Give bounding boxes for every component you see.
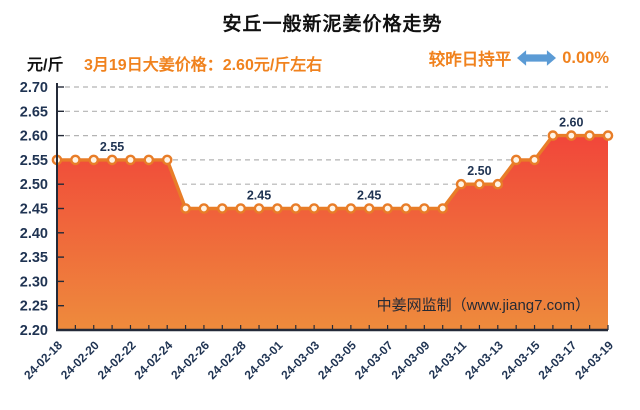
x-axis-label: 24-03-01	[242, 338, 286, 382]
data-point-marker	[474, 178, 485, 190]
data-point-marker	[235, 203, 246, 214]
x-axis-label: 24-03-13	[462, 338, 506, 382]
data-point-marker	[272, 203, 283, 214]
data-point-marker	[290, 203, 302, 214]
data-point-marker	[180, 203, 191, 214]
x-axis-label: 24-03-03	[278, 338, 322, 382]
unit-label: 元/斤	[27, 57, 64, 74]
data-point-marker	[363, 203, 375, 214]
data-point-marker	[602, 130, 614, 141]
data-point-marker	[253, 203, 265, 214]
x-axis-label: 24-02-20	[58, 338, 102, 382]
data-point-marker	[547, 130, 559, 141]
point-value-label: 2.55	[100, 140, 124, 154]
x-axis-label: 24-02-28	[205, 338, 249, 382]
x-axis-label: 24-02-26	[168, 338, 212, 382]
y-axis-label: 2.55	[20, 153, 48, 169]
x-axis-label: 24-02-24	[131, 338, 175, 382]
data-point-marker	[125, 154, 136, 166]
y-axis-label: 2.35	[20, 250, 48, 266]
data-point-marker	[566, 130, 577, 141]
flat-arrow-icon	[517, 47, 557, 69]
data-point-marker	[455, 178, 467, 190]
point-value-label: 2.45	[247, 189, 271, 203]
data-point-marker	[143, 154, 155, 166]
x-axis-label: 24-03-11	[426, 338, 470, 382]
y-axis-label: 2.45	[20, 202, 48, 218]
flat-arrow-shape	[517, 50, 557, 66]
y-axis-label: 2.25	[20, 299, 48, 315]
data-point-marker	[529, 154, 540, 166]
y-axis-label: 2.40	[20, 226, 48, 242]
data-point-marker	[161, 154, 173, 166]
plot-area: 2.55 2.45 2.45 2.50 2.60 中姜网监制（www.jiang7.com…	[20, 80, 617, 382]
price-note: 3月19日大姜价格：2.60元/斤左右	[84, 57, 323, 74]
data-point-marker	[437, 203, 449, 214]
y-axis-label: 2.65	[20, 104, 48, 120]
y-axis-label: 2.70	[20, 80, 48, 96]
data-point-marker	[327, 203, 338, 214]
point-value-label: 2.60	[559, 116, 583, 130]
change-label: 较昨日持平	[428, 51, 512, 69]
x-axis-label: 24-03-19	[572, 338, 616, 382]
data-point-marker	[510, 154, 522, 166]
data-point-marker	[382, 203, 393, 214]
change-value: 0.00%	[562, 48, 609, 67]
y-axis-label: 2.30	[20, 274, 48, 290]
x-axis-label: 24-03-17	[536, 338, 580, 382]
x-axis-label: 24-02-18	[21, 338, 65, 382]
point-value-label: 2.45	[357, 189, 381, 203]
y-axis-label: 2.50	[20, 177, 48, 193]
data-point-marker	[492, 178, 504, 190]
data-point-marker	[88, 154, 99, 166]
data-point-marker	[345, 203, 357, 214]
data-point-marker	[198, 203, 210, 214]
change-indicator: 较昨日持平 0.00%	[429, 46, 609, 70]
price-chart: 2.55 2.45 2.45 2.50 2.60 中姜网监制（www.jiang7.com…	[20, 80, 617, 382]
data-point-marker	[418, 203, 430, 214]
point-value-label: 2.50	[467, 164, 491, 178]
chart-title: 安丘一般新泥姜价格走势	[222, 14, 443, 35]
x-axis-label: 24-02-22	[95, 338, 139, 382]
data-point-marker	[308, 203, 320, 214]
y-axis-label: 2.20	[20, 323, 48, 339]
data-point-marker	[400, 203, 412, 214]
x-axis-label: 24-03-07	[352, 338, 396, 382]
data-point-marker	[106, 154, 118, 166]
x-axis-label: 24-03-05	[315, 338, 359, 382]
x-axis-label: 24-03-15	[499, 338, 543, 382]
y-axis-label: 2.60	[20, 129, 48, 145]
x-axis-label: 24-03-09	[389, 338, 433, 382]
data-point-marker	[584, 130, 595, 141]
watermark-text: 中姜网监制（www.jiang7.com）	[377, 297, 590, 314]
data-point-marker	[216, 203, 228, 214]
data-point-marker	[70, 154, 81, 166]
